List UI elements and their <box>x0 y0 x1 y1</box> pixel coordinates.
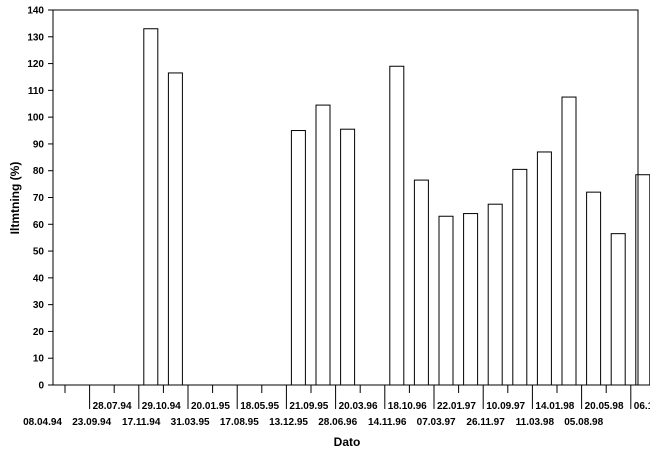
y-axis: 0 10 20 30 40 50 60 70 80 90 100 110 120 130 140 <box>27 6 53 392</box>
bar <box>167 72 183 386</box>
y-tick-label: 30 <box>33 300 45 311</box>
x-tick-label: 05.08.98 <box>564 417 603 428</box>
x-tick-label: 20.05.98 <box>585 401 624 412</box>
x-tick-label: 17.08.95 <box>220 417 259 428</box>
y-tick-label: 70 <box>33 193 45 204</box>
x-tick-label: 11.03.98 <box>516 417 555 428</box>
x-tick-label: 14.11.96 <box>368 417 407 428</box>
x-tick-label: 20.03.96 <box>339 401 378 412</box>
x-tick-label: 31.03.95 <box>171 417 210 428</box>
y-tick-label: 40 <box>33 273 45 284</box>
y-tick-label: 10 <box>33 354 45 365</box>
x-tick-label: 08.04.94 <box>23 417 62 428</box>
bars <box>143 28 650 386</box>
y-tick-label: 50 <box>33 247 45 258</box>
x-tick-label: 07.03.97 <box>417 417 456 428</box>
y-tick-label: 110 <box>28 86 45 97</box>
x-tick-label: 29.10.94 <box>142 401 181 412</box>
x-tick-label: 22.01.97 <box>437 401 476 412</box>
y-tick-label: 140 <box>27 6 44 17</box>
y-tick-label: 60 <box>33 220 45 231</box>
bar <box>536 151 552 386</box>
bar <box>438 215 454 386</box>
bar <box>463 213 479 386</box>
bar <box>586 191 602 386</box>
y-axis-title: Iltmtning (%) <box>8 162 22 235</box>
bar <box>340 128 356 386</box>
y-tick-label: 20 <box>33 327 45 338</box>
plot-frame <box>52 9 639 386</box>
x-tick-label: 23.09.94 <box>72 417 111 428</box>
x-tick-label: 26.11.97 <box>466 417 505 428</box>
x-tick-label: 28.06.96 <box>318 417 357 428</box>
x-tick-label: 18.05.95 <box>240 401 279 412</box>
x-tick-label: 13.12.95 <box>269 417 308 428</box>
x-tick-label: 10.09.97 <box>486 401 525 412</box>
x-tick-label: 28.07.94 <box>93 401 132 412</box>
x-tick-label: 06.11.98 <box>634 401 650 412</box>
y-tick-label: 90 <box>33 139 45 150</box>
y-tick-label: 0 <box>38 381 44 392</box>
bar <box>290 130 306 386</box>
bar <box>143 28 159 386</box>
bar <box>413 179 429 386</box>
bar <box>315 104 331 386</box>
x-tick-label: 21.09.95 <box>289 401 328 412</box>
bar <box>512 168 528 386</box>
x-tick-label: 20.01.95 <box>191 401 230 412</box>
y-tick-label: 120 <box>27 59 44 70</box>
bar <box>389 65 405 386</box>
x-tick-label: 14.01.98 <box>535 401 574 412</box>
y-tick-label: 80 <box>33 166 45 177</box>
x-axis: 08.04.94 28.07.94 23.09.94 29.10.94 17.11.94… <box>23 385 650 428</box>
x-tick-label: 18.10.96 <box>388 401 427 412</box>
bar <box>610 233 626 386</box>
y-tick-label: 100 <box>27 113 44 124</box>
x-tick-label: 17.11.94 <box>122 417 161 428</box>
y-tick-label: 130 <box>27 32 44 43</box>
bar <box>561 96 577 386</box>
x-axis-title: Dato <box>334 435 361 449</box>
bar <box>487 203 503 386</box>
